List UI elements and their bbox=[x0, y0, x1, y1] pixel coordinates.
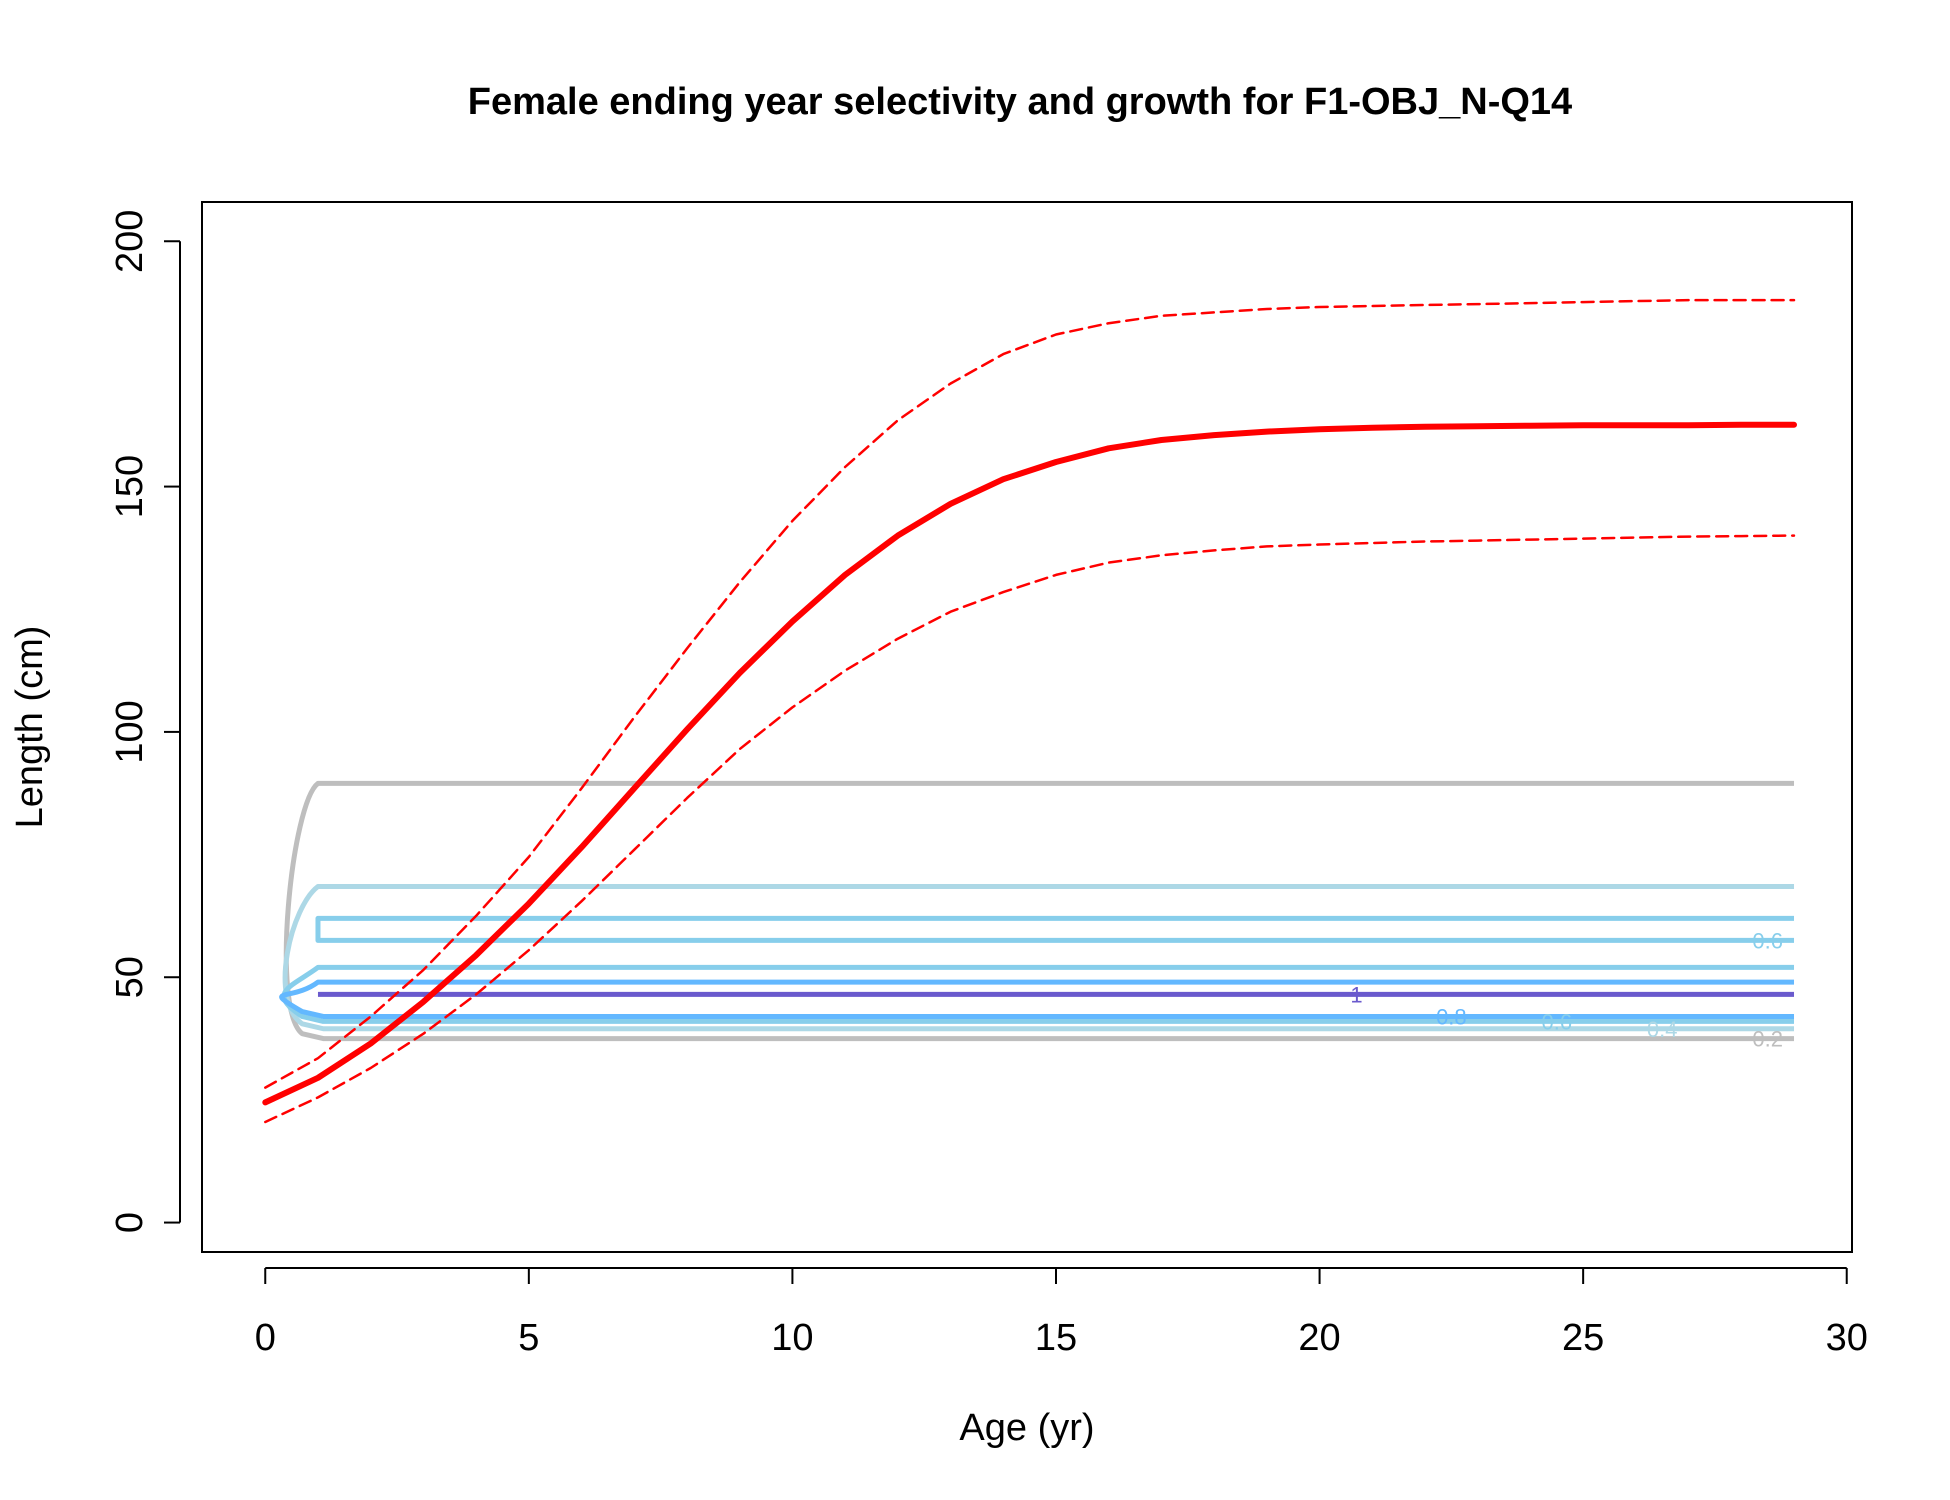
x-tick-label-15: 15 bbox=[1035, 1317, 1077, 1359]
series-lower-line bbox=[264, 534, 1796, 1124]
axes: 0 5 10 15 20 25 30 0 50 100 150 200 bbox=[109, 210, 1868, 1359]
x-tick-label-0: 0 bbox=[255, 1317, 276, 1359]
y-axis-title: Length (cm) bbox=[9, 626, 51, 829]
plot-frame bbox=[201, 201, 1853, 1253]
plot-content: 0.2 0.4 0.6 0.6 0.8 1 bbox=[262, 298, 1797, 1124]
x-tick-label-25: 25 bbox=[1562, 1317, 1604, 1359]
y-tick-label-150: 150 bbox=[109, 455, 151, 518]
contour-label-4: 0.8 bbox=[1436, 1004, 1467, 1029]
series-mean-line bbox=[262, 421, 1797, 1106]
contour-label-1: 0.4 bbox=[1647, 1017, 1678, 1042]
y-tick-label-100: 100 bbox=[109, 700, 151, 763]
x-tick-label-5: 5 bbox=[518, 1317, 539, 1359]
contour-0.2-0 bbox=[283, 780, 1795, 1042]
y-tick-label-50: 50 bbox=[109, 956, 151, 998]
x-axis-title: Age (yr) bbox=[959, 1407, 1094, 1449]
x-tick-label-10: 10 bbox=[771, 1317, 813, 1359]
contour-0.4-1 bbox=[282, 883, 1795, 1032]
contour-label-2: 0.6 bbox=[1541, 1009, 1572, 1034]
x-tick-label-20: 20 bbox=[1298, 1317, 1340, 1359]
y-tick-label-0: 0 bbox=[109, 1212, 151, 1233]
contour-label-0: 0.2 bbox=[1752, 1027, 1783, 1052]
x-tick-label-30: 30 bbox=[1826, 1317, 1868, 1359]
contour-label-3: 0.6 bbox=[1752, 928, 1783, 953]
contour-0.6-3 bbox=[315, 915, 1795, 943]
contour-label-5: 1 bbox=[1350, 982, 1362, 1007]
contour-0.8-4 bbox=[279, 979, 1795, 1019]
y-tick-label-200: 200 bbox=[109, 210, 151, 273]
contour-0.6-2 bbox=[281, 964, 1795, 1024]
chart-title: Female ending year selectivity and growt… bbox=[468, 81, 1572, 123]
